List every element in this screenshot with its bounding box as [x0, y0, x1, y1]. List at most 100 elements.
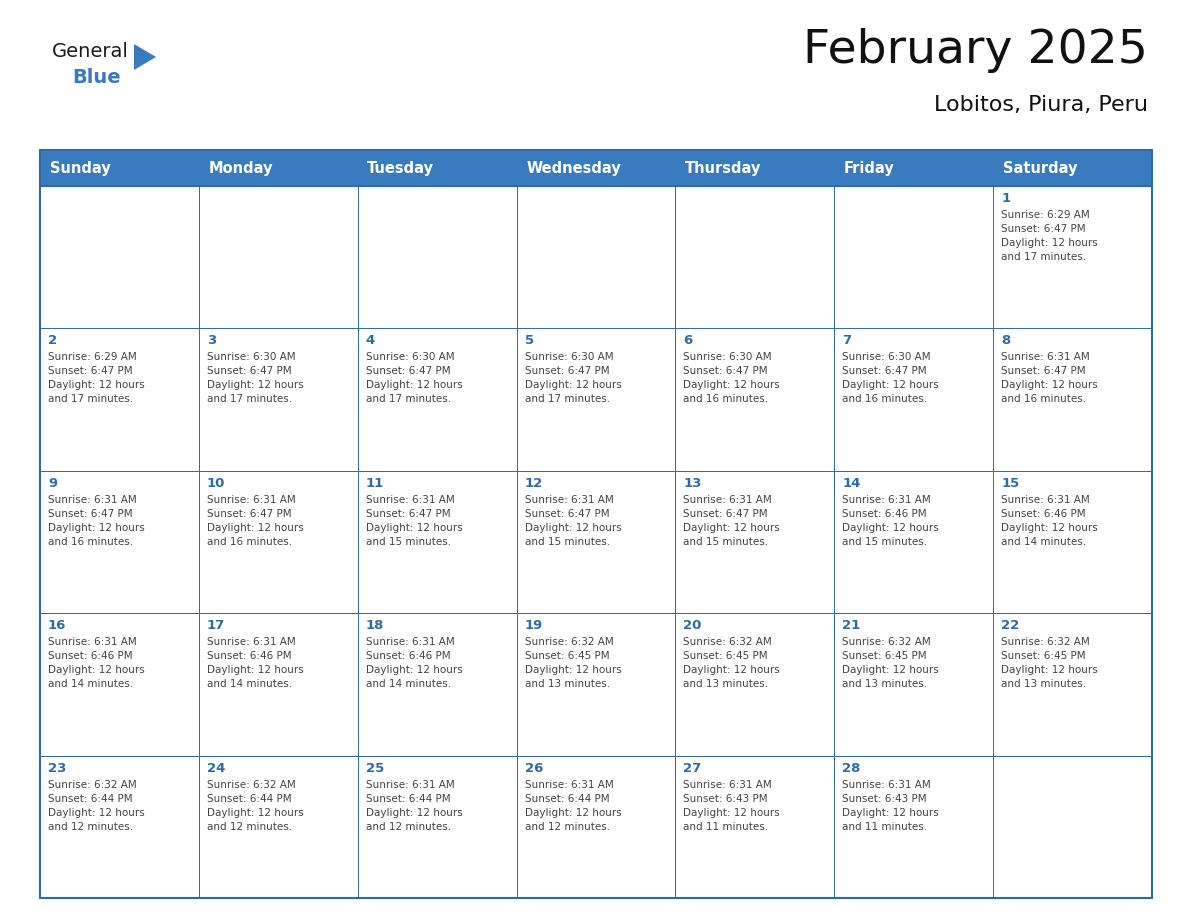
Text: 2: 2 — [48, 334, 57, 347]
Bar — [358, 613, 517, 756]
Text: Sunset: 6:44 PM: Sunset: 6:44 PM — [48, 793, 133, 803]
Text: Sunrise: 6:32 AM: Sunrise: 6:32 AM — [207, 779, 296, 789]
Bar — [676, 329, 834, 471]
Bar — [834, 329, 993, 471]
Bar — [198, 186, 358, 329]
Text: Sunrise: 6:31 AM: Sunrise: 6:31 AM — [48, 637, 137, 647]
Text: 12: 12 — [525, 476, 543, 490]
Bar — [834, 471, 993, 613]
Text: and 11 minutes.: and 11 minutes. — [842, 822, 928, 832]
Bar — [993, 186, 1152, 329]
Text: Daylight: 12 hours: Daylight: 12 hours — [366, 808, 462, 818]
Text: 16: 16 — [48, 620, 67, 633]
Bar — [517, 186, 676, 329]
Text: 28: 28 — [842, 762, 860, 775]
Text: Sunrise: 6:31 AM: Sunrise: 6:31 AM — [366, 779, 455, 789]
Text: and 12 minutes.: and 12 minutes. — [366, 822, 450, 832]
Text: Sunrise: 6:31 AM: Sunrise: 6:31 AM — [683, 779, 772, 789]
Text: Friday: Friday — [843, 161, 895, 175]
Text: Sunset: 6:47 PM: Sunset: 6:47 PM — [1001, 224, 1086, 234]
Text: Sunrise: 6:29 AM: Sunrise: 6:29 AM — [48, 353, 137, 363]
Text: Sunset: 6:45 PM: Sunset: 6:45 PM — [683, 651, 769, 661]
Text: Sunday: Sunday — [50, 161, 110, 175]
Text: and 13 minutes.: and 13 minutes. — [683, 679, 769, 689]
Text: Sunset: 6:47 PM: Sunset: 6:47 PM — [683, 509, 769, 519]
Bar — [198, 150, 358, 186]
Text: Daylight: 12 hours: Daylight: 12 hours — [1001, 666, 1098, 676]
Bar — [676, 186, 834, 329]
Text: and 11 minutes.: and 11 minutes. — [683, 822, 769, 832]
Text: 23: 23 — [48, 762, 67, 775]
Text: Daylight: 12 hours: Daylight: 12 hours — [683, 522, 781, 532]
Bar — [517, 471, 676, 613]
Text: Daylight: 12 hours: Daylight: 12 hours — [683, 666, 781, 676]
Text: Daylight: 12 hours: Daylight: 12 hours — [48, 808, 145, 818]
Bar — [40, 329, 198, 471]
Text: 9: 9 — [48, 476, 57, 490]
Text: Daylight: 12 hours: Daylight: 12 hours — [1001, 238, 1098, 248]
Text: Sunrise: 6:31 AM: Sunrise: 6:31 AM — [842, 779, 931, 789]
Text: Daylight: 12 hours: Daylight: 12 hours — [683, 808, 781, 818]
Text: Sunset: 6:46 PM: Sunset: 6:46 PM — [842, 509, 927, 519]
Text: Daylight: 12 hours: Daylight: 12 hours — [525, 380, 621, 390]
Text: Tuesday: Tuesday — [367, 161, 435, 175]
Text: Daylight: 12 hours: Daylight: 12 hours — [1001, 380, 1098, 390]
Text: and 16 minutes.: and 16 minutes. — [842, 395, 928, 405]
Bar — [834, 186, 993, 329]
Text: Sunset: 6:47 PM: Sunset: 6:47 PM — [842, 366, 927, 376]
Text: and 14 minutes.: and 14 minutes. — [366, 679, 450, 689]
Text: Sunset: 6:47 PM: Sunset: 6:47 PM — [207, 509, 291, 519]
Text: Daylight: 12 hours: Daylight: 12 hours — [207, 666, 304, 676]
Text: Sunset: 6:44 PM: Sunset: 6:44 PM — [207, 793, 291, 803]
Text: 27: 27 — [683, 762, 702, 775]
Bar — [517, 613, 676, 756]
Text: Monday: Monday — [208, 161, 273, 175]
Bar — [993, 329, 1152, 471]
Text: 19: 19 — [525, 620, 543, 633]
Text: Daylight: 12 hours: Daylight: 12 hours — [525, 522, 621, 532]
Text: Daylight: 12 hours: Daylight: 12 hours — [366, 380, 462, 390]
Text: and 15 minutes.: and 15 minutes. — [683, 537, 769, 547]
Text: Daylight: 12 hours: Daylight: 12 hours — [207, 808, 304, 818]
Text: 20: 20 — [683, 620, 702, 633]
Text: Daylight: 12 hours: Daylight: 12 hours — [525, 666, 621, 676]
Bar — [40, 613, 198, 756]
Text: and 17 minutes.: and 17 minutes. — [1001, 252, 1086, 262]
Text: and 16 minutes.: and 16 minutes. — [207, 537, 292, 547]
Text: Daylight: 12 hours: Daylight: 12 hours — [207, 380, 304, 390]
Text: Sunrise: 6:32 AM: Sunrise: 6:32 AM — [48, 779, 137, 789]
Bar — [40, 150, 1152, 898]
Text: Sunset: 6:46 PM: Sunset: 6:46 PM — [366, 651, 450, 661]
Text: Daylight: 12 hours: Daylight: 12 hours — [207, 522, 304, 532]
Text: Sunset: 6:47 PM: Sunset: 6:47 PM — [1001, 366, 1086, 376]
Text: Sunset: 6:45 PM: Sunset: 6:45 PM — [1001, 651, 1086, 661]
Text: Daylight: 12 hours: Daylight: 12 hours — [366, 666, 462, 676]
Text: 18: 18 — [366, 620, 384, 633]
Bar — [993, 613, 1152, 756]
Text: Sunset: 6:44 PM: Sunset: 6:44 PM — [366, 793, 450, 803]
Text: and 17 minutes.: and 17 minutes. — [525, 395, 609, 405]
Text: 8: 8 — [1001, 334, 1010, 347]
Text: General: General — [52, 42, 128, 61]
Text: and 14 minutes.: and 14 minutes. — [1001, 537, 1086, 547]
Text: and 12 minutes.: and 12 minutes. — [525, 822, 609, 832]
Text: Daylight: 12 hours: Daylight: 12 hours — [842, 522, 939, 532]
Bar — [198, 329, 358, 471]
Bar — [517, 329, 676, 471]
Text: and 14 minutes.: and 14 minutes. — [207, 679, 292, 689]
Text: 13: 13 — [683, 476, 702, 490]
Bar — [834, 613, 993, 756]
Text: and 15 minutes.: and 15 minutes. — [366, 537, 450, 547]
Text: and 13 minutes.: and 13 minutes. — [1001, 679, 1086, 689]
Text: Sunset: 6:46 PM: Sunset: 6:46 PM — [1001, 509, 1086, 519]
Text: Daylight: 12 hours: Daylight: 12 hours — [683, 380, 781, 390]
Text: and 17 minutes.: and 17 minutes. — [48, 395, 133, 405]
Text: Sunrise: 6:31 AM: Sunrise: 6:31 AM — [207, 495, 296, 505]
Text: Daylight: 12 hours: Daylight: 12 hours — [842, 380, 939, 390]
Text: Daylight: 12 hours: Daylight: 12 hours — [842, 808, 939, 818]
Text: Daylight: 12 hours: Daylight: 12 hours — [842, 666, 939, 676]
Text: Sunrise: 6:31 AM: Sunrise: 6:31 AM — [525, 779, 613, 789]
Text: Daylight: 12 hours: Daylight: 12 hours — [1001, 522, 1098, 532]
Text: and 16 minutes.: and 16 minutes. — [683, 395, 769, 405]
Text: Sunset: 6:47 PM: Sunset: 6:47 PM — [525, 509, 609, 519]
